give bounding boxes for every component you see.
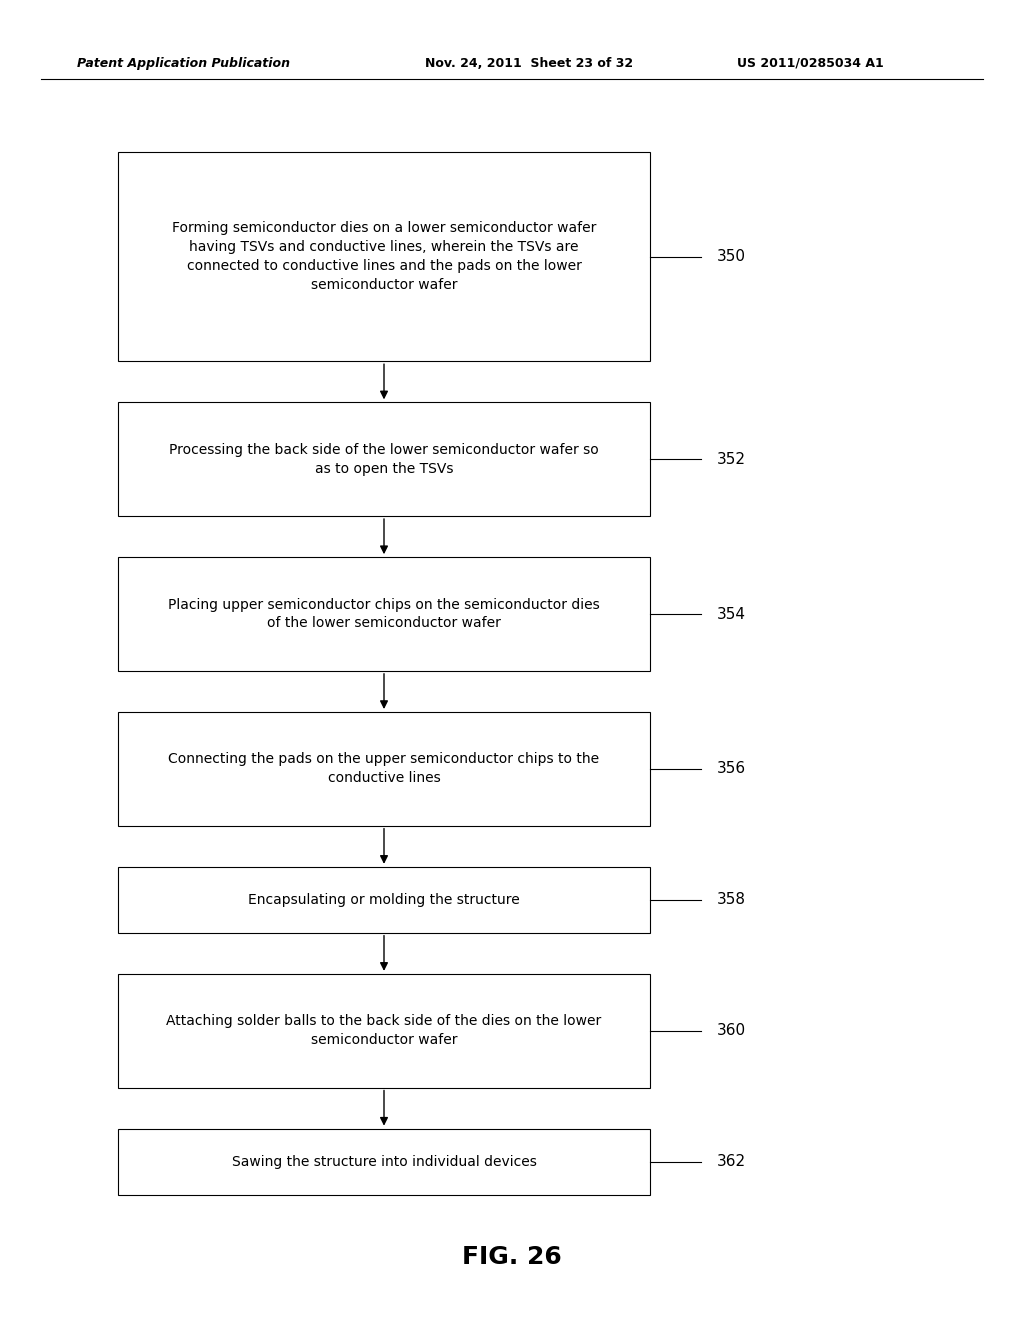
Text: 362: 362 bbox=[717, 1154, 745, 1170]
Text: Nov. 24, 2011  Sheet 23 of 32: Nov. 24, 2011 Sheet 23 of 32 bbox=[425, 57, 633, 70]
Text: Processing the back side of the lower semiconductor wafer so
as to open the TSVs: Processing the back side of the lower se… bbox=[169, 442, 599, 475]
Text: Connecting the pads on the upper semiconductor chips to the
conductive lines: Connecting the pads on the upper semicon… bbox=[168, 752, 600, 785]
Text: Placing upper semiconductor chips on the semiconductor dies
of the lower semicon: Placing upper semiconductor chips on the… bbox=[168, 598, 600, 631]
Bar bbox=[118, 557, 650, 671]
Text: FIG. 26: FIG. 26 bbox=[462, 1245, 562, 1269]
Text: Attaching solder balls to the back side of the dies on the lower
semiconductor w: Attaching solder balls to the back side … bbox=[166, 1014, 602, 1047]
Text: Patent Application Publication: Patent Application Publication bbox=[77, 57, 290, 70]
Text: 354: 354 bbox=[717, 606, 745, 622]
Bar bbox=[118, 152, 650, 362]
Text: Encapsulating or molding the structure: Encapsulating or molding the structure bbox=[248, 892, 520, 907]
Text: US 2011/0285034 A1: US 2011/0285034 A1 bbox=[737, 57, 884, 70]
Bar bbox=[118, 1129, 650, 1195]
Bar bbox=[118, 403, 650, 516]
Text: 356: 356 bbox=[717, 762, 745, 776]
Text: 352: 352 bbox=[717, 451, 745, 467]
Text: Forming semiconductor dies on a lower semiconductor wafer
having TSVs and conduc: Forming semiconductor dies on a lower se… bbox=[172, 222, 596, 292]
Bar bbox=[118, 974, 650, 1088]
Text: 360: 360 bbox=[717, 1023, 745, 1038]
Bar bbox=[118, 711, 650, 826]
Text: 358: 358 bbox=[717, 892, 745, 907]
Text: 350: 350 bbox=[717, 249, 745, 264]
Bar bbox=[118, 867, 650, 933]
Text: Sawing the structure into individual devices: Sawing the structure into individual dev… bbox=[231, 1155, 537, 1168]
